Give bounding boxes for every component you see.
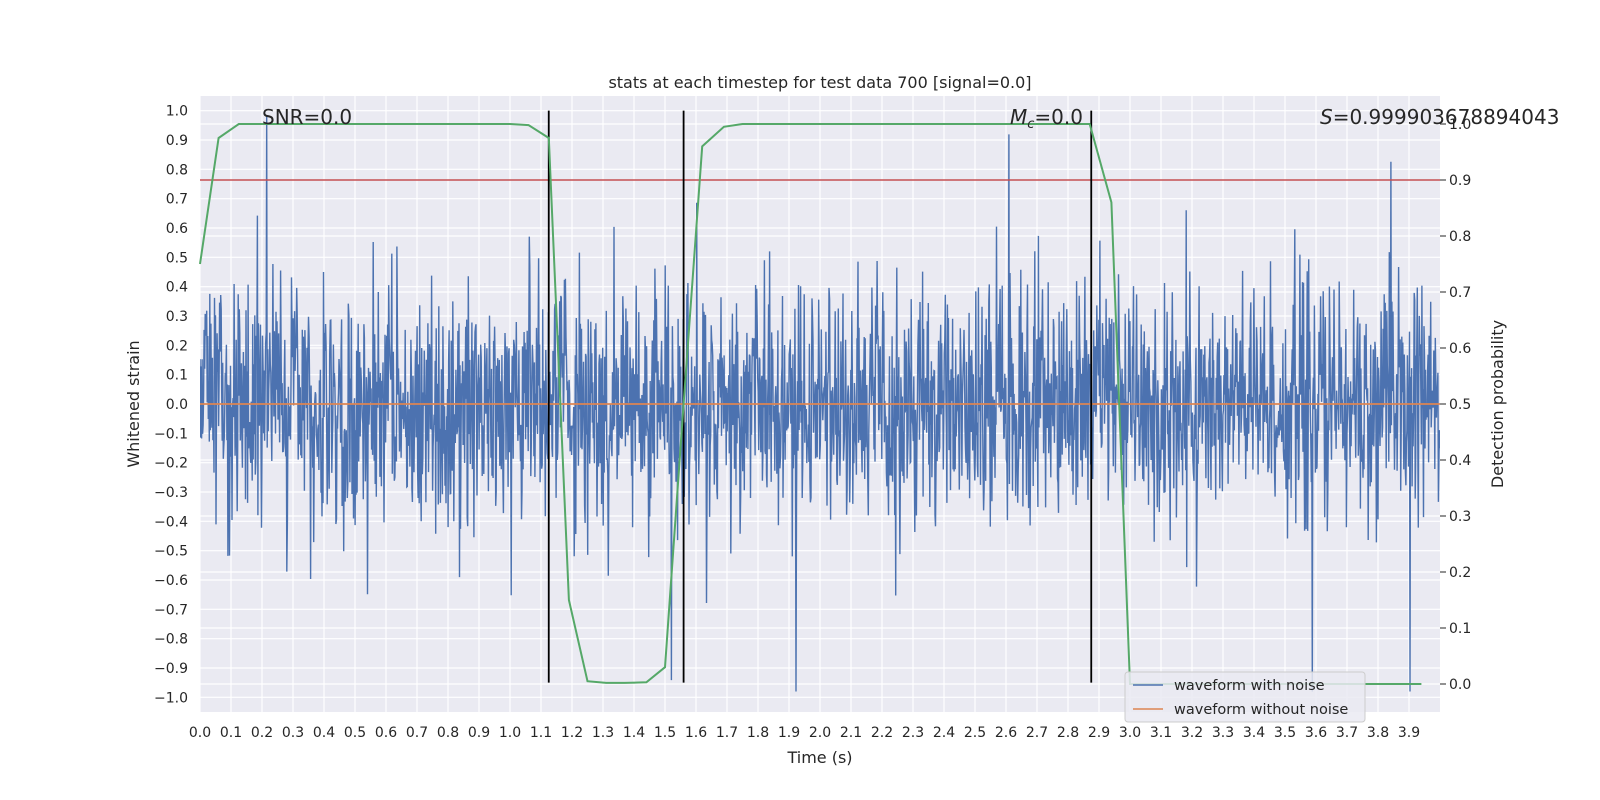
- mc-value: =0.0: [1034, 105, 1083, 129]
- x-tick-label: 2.5: [964, 725, 986, 741]
- y2-tick-label: 0.9: [1449, 173, 1471, 189]
- x-tick-label: 2.0: [809, 725, 831, 741]
- x-tick-label: 1.1: [530, 725, 552, 741]
- x-tick-label: 0.0: [189, 725, 211, 741]
- y-tick-label: 0.0: [166, 397, 188, 413]
- y-tick-label: −0.7: [154, 602, 188, 618]
- x-tick-label: 1.6: [685, 725, 707, 741]
- y2-tick-label: 0.1: [1449, 621, 1471, 637]
- x-tick-label: 3.9: [1398, 725, 1420, 741]
- y2-tick-label: 0.7: [1449, 285, 1471, 301]
- x-tick-label: 0.2: [251, 725, 273, 741]
- legend-label-noise: waveform with noise: [1174, 678, 1325, 694]
- y2-tick-label: 0.4: [1449, 453, 1471, 469]
- mc-annotation: Mc=0.0: [1010, 105, 1083, 132]
- x-tick-label: 1.3: [592, 725, 614, 741]
- y-tick-label: −0.2: [154, 456, 188, 472]
- x-tick-label: 2.1: [840, 725, 862, 741]
- x-tick-label: 1.7: [716, 725, 738, 741]
- y2-tick-label: 0.0: [1449, 677, 1471, 693]
- y-tick-label: −0.9: [154, 661, 188, 677]
- y2-tick-label: 0.2: [1449, 565, 1471, 581]
- y-tick-label: −0.3: [154, 485, 188, 501]
- y-tick-label: −0.4: [154, 514, 188, 530]
- y-tick-label: 0.9: [166, 133, 188, 149]
- x-tick-labels: 0.0 0.1 0.2 0.3 0.4 0.5 0.6 0.7 0.8 0.9 1.0 1.1 1.2 1…: [189, 725, 1420, 741]
- x-tick-label: 2.6: [995, 725, 1017, 741]
- x-tick-label: 3.2: [1181, 725, 1203, 741]
- y-tick-label: 0.2: [166, 338, 188, 354]
- y2-tick-label: 0.6: [1449, 341, 1471, 357]
- x-tick-label: 2.8: [1057, 725, 1079, 741]
- x-tick-label: 3.5: [1274, 725, 1296, 741]
- y-tick-labels: 1.0 0.9 0.8 0.7 0.6 0.5 0.4 0.3 0.2 0.1 0.0 −0.1 −0.…: [154, 104, 188, 707]
- x-tick-label: 2.7: [1026, 725, 1048, 741]
- x-tick-label: 1.8: [747, 725, 769, 741]
- mc-symbol: M: [1010, 105, 1027, 129]
- waveform-with-noise-line: [200, 116, 1440, 692]
- x-tick-label: 1.0: [499, 725, 521, 741]
- x-tick-label: 0.1: [220, 725, 242, 741]
- y-tick-label: 0.4: [166, 280, 188, 296]
- detection-probability-line: [199, 123, 1422, 685]
- x-tick-label: 3.0: [1119, 725, 1141, 741]
- y-tick-label: −1.0: [154, 690, 188, 706]
- chart-title: stats at each timestep for test data 700…: [608, 73, 1031, 92]
- y-axis-label: Whitened strain: [124, 340, 143, 467]
- y-tick-label: 1.0: [166, 104, 188, 120]
- x-tick-label: 2.9: [1088, 725, 1110, 741]
- legend: waveform with noise waveform without noi…: [1124, 671, 1366, 723]
- x-tick-label: 0.9: [468, 725, 490, 741]
- x-tick-label: 0.4: [313, 725, 335, 741]
- s-value: =0.999903678894043: [1333, 105, 1560, 129]
- y-tick-label: 0.3: [166, 309, 188, 325]
- snr-annotation: SNR=0.0: [262, 105, 352, 129]
- x-tick-label: 0.5: [344, 725, 366, 741]
- x-tick-label: 2.4: [933, 725, 955, 741]
- y2-tick-label: 0.8: [1449, 229, 1471, 245]
- x-axis-label: Time (s): [786, 748, 852, 767]
- x-tick-label: 0.3: [282, 725, 304, 741]
- x-tick-label: 2.2: [871, 725, 893, 741]
- s-annotation: S=0.999903678894043: [1320, 105, 1559, 129]
- x-tick-label: 3.7: [1336, 725, 1358, 741]
- y2-tick-label: 0.5: [1449, 397, 1471, 413]
- x-tick-label: 0.6: [375, 725, 397, 741]
- y-tick-label: 0.6: [166, 221, 188, 237]
- legend-box: [1124, 671, 1366, 723]
- x-tick-label: 3.3: [1212, 725, 1234, 741]
- x-tick-label: 3.1: [1150, 725, 1172, 741]
- legend-label-clean: waveform without noise: [1174, 702, 1348, 718]
- y-tick-label: 0.1: [166, 368, 188, 384]
- x-tick-label: 0.7: [406, 725, 428, 741]
- y2-tick-labels: 1.0 0.9 0.8 0.7 0.6 0.5 0.4 0.3 0.2 0.1 0.0: [1440, 117, 1471, 693]
- plot-contents: [199, 110, 1440, 692]
- y-tick-label: 0.5: [166, 250, 188, 266]
- x-tick-label: 1.9: [778, 725, 800, 741]
- y2-axis-label: Detection probability: [1488, 320, 1507, 488]
- s-symbol: S: [1320, 105, 1333, 129]
- y-tick-label: 0.8: [166, 162, 188, 178]
- y2-tick-label: 0.3: [1449, 509, 1471, 525]
- x-tick-label: 1.5: [654, 725, 676, 741]
- x-tick-label: 0.8: [437, 725, 459, 741]
- y-tick-label: −0.5: [154, 544, 188, 560]
- x-tick-label: 1.2: [561, 725, 583, 741]
- x-tick-label: 3.8: [1367, 725, 1389, 741]
- y-tick-label: 0.7: [166, 192, 188, 208]
- y2-tick-label: 1.0: [1449, 117, 1471, 133]
- x-tick-label: 2.3: [902, 725, 924, 741]
- mc-subscript: c: [1027, 117, 1034, 132]
- y-tick-label: −0.6: [154, 573, 188, 589]
- x-tick-label: 3.4: [1243, 725, 1265, 741]
- y-tick-label: −0.8: [154, 632, 188, 648]
- y-tick-label: −0.1: [154, 426, 188, 442]
- x-tick-label: 1.4: [623, 725, 645, 741]
- x-tick-label: 3.6: [1305, 725, 1327, 741]
